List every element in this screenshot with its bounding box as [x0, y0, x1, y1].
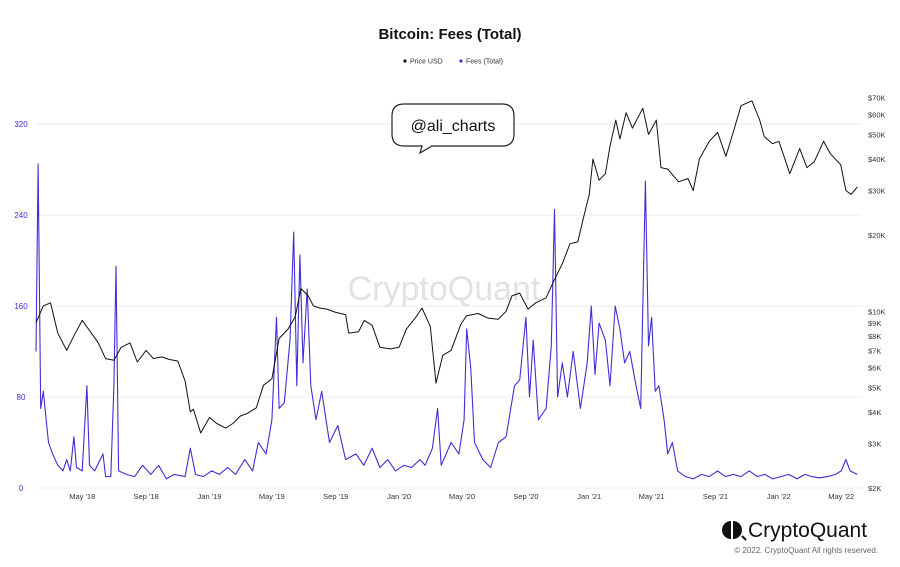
x-tick-label: Jan '22 [767, 492, 791, 501]
legend-price-marker [403, 59, 407, 63]
price-series-line [35, 100, 858, 434]
left-axis: 0 80 160 240 320 [14, 120, 28, 493]
x-tick-label: Sep '19 [323, 492, 348, 501]
x-tick-label: May '21 [639, 492, 665, 501]
x-axis: May '18 Sep '18 Jan '19 May '19 Sep '19 Jan '… [69, 492, 854, 501]
right-tick-label: $20K [868, 231, 886, 240]
right-tick-label: $7K [868, 346, 881, 355]
right-tick-label: $10K [868, 307, 886, 316]
legend-price-label[interactable]: Price USD [410, 59, 443, 66]
x-tick-label: Jan '20 [387, 492, 411, 501]
x-tick-label: Sep '21 [703, 492, 728, 501]
right-tick-label: $60K [868, 111, 886, 120]
left-tick-label: 160 [14, 302, 28, 311]
brand: CryptoQuant © 2022. CryptoQuant All righ… [722, 519, 878, 555]
right-tick-label: $3K [868, 439, 881, 448]
brand-name: CryptoQuant [748, 519, 867, 542]
left-tick-label: 320 [14, 120, 28, 129]
cryptoquant-logo-icon [722, 521, 747, 541]
x-tick-label: Jan '21 [577, 492, 601, 501]
left-tick-label: 80 [17, 393, 26, 402]
x-tick-label: May '19 [259, 492, 285, 501]
x-tick-label: May '18 [69, 492, 95, 501]
fees-series-line [35, 163, 858, 480]
right-tick-label: $40K [868, 155, 886, 164]
legend-fees-marker [459, 59, 463, 63]
legend: Price USD Fees (Total) [403, 59, 503, 66]
annotation-bubble: @ali_charts [391, 103, 515, 155]
left-tick-label: 240 [14, 211, 28, 220]
chart-title: Bitcoin: Fees (Total) [378, 26, 521, 43]
x-tick-label: May '22 [828, 492, 854, 501]
x-tick-label: Sep '18 [134, 492, 159, 501]
right-tick-label: $50K [868, 131, 886, 140]
right-tick-label: $9K [868, 319, 881, 328]
right-tick-label: $5K [868, 383, 881, 392]
watermark-text: CryptoQuant [348, 270, 541, 308]
right-tick-label: $4K [868, 408, 881, 417]
right-tick-label: $2K [868, 484, 881, 493]
right-tick-label: $70K [868, 94, 886, 103]
right-tick-label: $6K [868, 363, 881, 372]
copyright-text: © 2022. CryptoQuant All rights reserved. [734, 546, 878, 555]
speech-bubble [391, 103, 515, 155]
x-tick-label: Sep '20 [513, 492, 538, 501]
right-axis: $2K $3K $4K $5K $6K $7K $8K $9K $10K $20K $30K $40K… [868, 94, 886, 493]
annotation-text: @ali_charts [411, 118, 496, 135]
right-tick-label: $8K [868, 332, 881, 341]
x-tick-label: May '20 [449, 492, 475, 501]
x-tick-label: Jan '19 [198, 492, 222, 501]
left-tick-label: 0 [19, 484, 24, 493]
right-tick-label: $30K [868, 187, 886, 196]
legend-fees-label[interactable]: Fees (Total) [466, 59, 503, 66]
